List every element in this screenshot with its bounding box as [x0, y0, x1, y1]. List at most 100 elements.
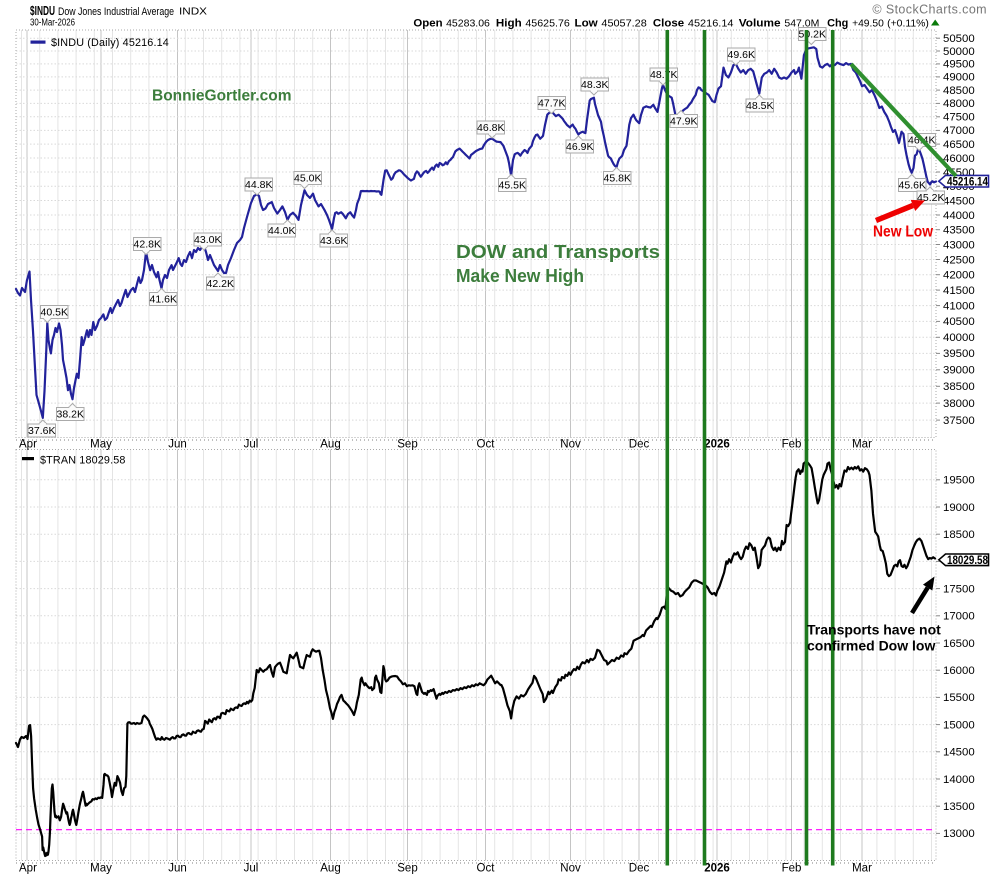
svg-text:Apr: Apr	[19, 439, 37, 451]
svg-text:41.6K: 41.6K	[150, 294, 177, 306]
svg-text:42.8K: 42.8K	[134, 239, 161, 251]
svg-text:13000: 13000	[943, 828, 975, 840]
svg-text:44500: 44500	[943, 195, 975, 207]
svg-text:39000: 39000	[943, 365, 975, 377]
svg-text:Jun: Jun	[168, 862, 187, 874]
svg-text:45.5K: 45.5K	[499, 180, 526, 192]
svg-text:May: May	[90, 439, 112, 451]
svg-text:Dec: Dec	[629, 439, 650, 451]
svg-text:50500: 50500	[943, 33, 975, 45]
svg-text:46000: 46000	[943, 153, 975, 165]
svg-text:45283.06: 45283.06	[446, 18, 490, 30]
svg-text:2026: 2026	[704, 439, 730, 451]
svg-text:45216.14: 45216.14	[688, 18, 734, 30]
svg-text:Oct: Oct	[477, 439, 496, 451]
svg-text:2026: 2026	[704, 862, 730, 874]
svg-text:48.7K: 48.7K	[650, 69, 677, 81]
svg-text:38.2K: 38.2K	[57, 409, 84, 421]
svg-text:+49.50: +49.50	[852, 18, 884, 30]
svg-text:48.5K: 48.5K	[746, 100, 773, 112]
svg-text:48000: 48000	[943, 98, 975, 110]
svg-text:41500: 41500	[943, 285, 975, 297]
svg-text:40500: 40500	[943, 316, 975, 328]
svg-text:37.6K: 37.6K	[28, 425, 55, 437]
svg-text:45.0K: 45.0K	[294, 173, 321, 185]
svg-text:40000: 40000	[943, 332, 975, 344]
svg-text:38000: 38000	[943, 398, 975, 410]
svg-text:45216.14: 45216.14	[947, 174, 988, 188]
svg-text:Aug: Aug	[320, 439, 340, 451]
svg-text:confirmed Dow low: confirmed Dow low	[807, 638, 935, 654]
svg-text:44.8K: 44.8K	[245, 179, 272, 191]
svg-text:Nov: Nov	[560, 862, 581, 874]
svg-text:Low: Low	[575, 18, 599, 30]
svg-text:Jul: Jul	[244, 862, 259, 874]
svg-text:19500: 19500	[943, 475, 975, 487]
svg-text:Jul: Jul	[244, 439, 259, 451]
svg-text:43000: 43000	[943, 239, 975, 251]
svg-text:38500: 38500	[943, 381, 975, 393]
svg-text:$TRAN 18029.58: $TRAN 18029.58	[40, 455, 126, 467]
svg-text:14000: 14000	[943, 774, 975, 786]
svg-text:Chg: Chg	[827, 18, 848, 30]
svg-text:45625.76: 45625.76	[525, 18, 570, 30]
svg-text:15000: 15000	[943, 719, 975, 731]
svg-text:18500: 18500	[943, 529, 975, 541]
svg-text:14500: 14500	[943, 747, 975, 759]
svg-text:37500: 37500	[943, 415, 975, 427]
svg-text:46.8K: 46.8K	[477, 122, 504, 134]
svg-text:17000: 17000	[943, 611, 975, 623]
svg-text:Jun: Jun	[168, 439, 187, 451]
svg-text:50000: 50000	[943, 46, 975, 58]
svg-text:48500: 48500	[943, 85, 975, 97]
svg-text:42500: 42500	[943, 254, 975, 266]
svg-text:Nov: Nov	[560, 439, 581, 451]
svg-text:47000: 47000	[943, 125, 975, 137]
svg-text:Aug: Aug	[320, 862, 340, 874]
svg-text:© StockCharts.com: © StockCharts.com	[872, 3, 987, 17]
svg-text:New Low: New Low	[873, 224, 934, 241]
svg-text:Apr: Apr	[19, 862, 37, 874]
svg-text:45.6K: 45.6K	[899, 180, 926, 192]
svg-text:49000: 49000	[943, 72, 975, 84]
svg-text:48.3K: 48.3K	[581, 79, 608, 91]
svg-text:43500: 43500	[943, 225, 975, 237]
svg-text:19000: 19000	[943, 502, 975, 514]
svg-text:Dec: Dec	[629, 862, 650, 874]
svg-text:Mar: Mar	[852, 439, 872, 451]
svg-text:547.0M: 547.0M	[784, 18, 819, 30]
svg-text:$INDU (Daily) 45216.14: $INDU (Daily) 45216.14	[51, 37, 169, 49]
svg-text:$INDU: $INDU	[30, 4, 55, 18]
svg-text:44.0K: 44.0K	[268, 225, 295, 237]
svg-text:16000: 16000	[943, 665, 975, 677]
svg-text:17500: 17500	[943, 583, 975, 595]
svg-text:Volume: Volume	[739, 18, 781, 30]
svg-text:47500: 47500	[943, 112, 975, 124]
svg-text:46500: 46500	[943, 139, 975, 151]
svg-text:Oct: Oct	[477, 862, 496, 874]
svg-text:Feb: Feb	[782, 862, 802, 874]
svg-text:Sep: Sep	[397, 862, 417, 874]
svg-text:43.6K: 43.6K	[320, 235, 347, 247]
svg-text:42.2K: 42.2K	[207, 278, 234, 290]
svg-text:DOW and Transports: DOW and Transports	[456, 241, 660, 262]
svg-text:45057.28: 45057.28	[601, 18, 647, 30]
svg-text:Sep: Sep	[397, 439, 417, 451]
svg-text:39500: 39500	[943, 348, 975, 360]
svg-text:Transports have not: Transports have not	[807, 622, 941, 638]
svg-text:30-Mar-2026: 30-Mar-2026	[30, 18, 75, 29]
svg-text:44000: 44000	[943, 210, 975, 222]
svg-text:Mar: Mar	[852, 862, 872, 874]
svg-text:Feb: Feb	[782, 439, 802, 451]
svg-text:49.6K: 49.6K	[728, 49, 755, 61]
svg-text:15500: 15500	[943, 692, 975, 704]
svg-text:18029.58: 18029.58	[947, 553, 988, 567]
svg-text:May: May	[90, 862, 112, 874]
svg-text:49500: 49500	[943, 59, 975, 71]
svg-text:45.8K: 45.8K	[604, 173, 631, 185]
svg-text:42000: 42000	[943, 270, 975, 282]
svg-text:47.9K: 47.9K	[670, 116, 697, 128]
svg-text:46.9K: 46.9K	[566, 141, 593, 153]
svg-text:Close: Close	[653, 18, 684, 30]
svg-text:50.2K: 50.2K	[799, 29, 826, 41]
